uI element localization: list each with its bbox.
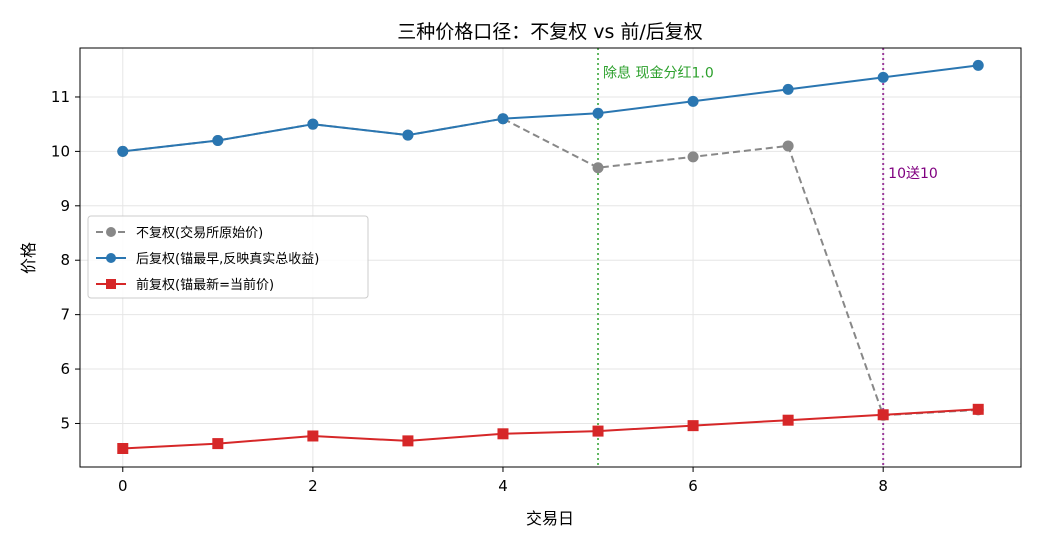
series-2 xyxy=(117,403,984,454)
data-point xyxy=(402,435,414,447)
data-point xyxy=(782,83,794,95)
x-tick-label: 8 xyxy=(878,477,888,495)
data-point xyxy=(117,145,129,157)
data-point xyxy=(687,151,699,163)
legend-label: 后复权(锚最早,反映真实总收益) xyxy=(136,251,319,267)
data-point xyxy=(592,107,604,119)
data-point xyxy=(307,430,319,442)
y-tick-label: 5 xyxy=(60,414,70,432)
series-layer xyxy=(117,59,984,454)
legend-marker xyxy=(106,227,116,237)
data-point xyxy=(212,135,224,147)
y-axis-label: 价格 xyxy=(19,242,38,274)
series-1 xyxy=(117,59,984,157)
y-tick-label: 9 xyxy=(60,197,70,215)
legend-marker xyxy=(106,279,116,289)
y-tick-label: 8 xyxy=(60,251,70,269)
annotation-texts: 除息 现金分红1.0 10送10 xyxy=(603,64,938,182)
y-tick-label: 6 xyxy=(60,360,70,378)
annotation-lines xyxy=(597,48,885,467)
axis-ticks: 0 2 4 6 8 5 6 7 8 9 10 11 xyxy=(51,88,888,495)
data-point xyxy=(117,442,129,454)
data-point xyxy=(877,409,889,421)
x-tick-label: 2 xyxy=(308,477,318,495)
data-point xyxy=(402,129,414,141)
data-point xyxy=(497,428,509,440)
grid xyxy=(80,48,1021,467)
x-tick-label: 6 xyxy=(688,477,698,495)
data-point xyxy=(972,59,984,71)
x-tick-label: 0 xyxy=(118,477,128,495)
legend-label: 不复权(交易所原始价) xyxy=(136,225,263,241)
data-point xyxy=(497,113,509,125)
legend-item: 前复权(锚最新=当前价) xyxy=(96,277,274,293)
data-point xyxy=(687,95,699,107)
series-line xyxy=(122,64,979,153)
data-point xyxy=(782,414,794,426)
legend-marker xyxy=(106,253,116,263)
data-point xyxy=(592,425,604,437)
x-tick-label: 4 xyxy=(498,477,508,495)
legend-box xyxy=(87,215,369,299)
chart-title: 三种价格口径：不复权 vs 前/后复权 xyxy=(397,21,703,43)
series-line xyxy=(122,408,979,450)
legend-item: 不复权(交易所原始价) xyxy=(96,225,263,241)
data-point xyxy=(687,420,699,432)
annotation-label: 除息 现金分红1.0 xyxy=(603,64,714,81)
y-tick-label: 10 xyxy=(51,142,70,160)
legend-item: 后复权(锚最早,反映真实总收益) xyxy=(96,251,319,267)
legend: 不复权(交易所原始价) 后复权(锚最早,反映真实总收益) 前复权(锚最新=当前价) xyxy=(87,215,369,299)
data-point xyxy=(307,118,319,130)
data-point xyxy=(782,140,794,152)
legend-label: 前复权(锚最新=当前价) xyxy=(136,277,274,293)
data-point xyxy=(212,438,224,450)
y-tick-label: 11 xyxy=(51,88,70,106)
data-point xyxy=(592,162,604,174)
y-tick-label: 7 xyxy=(60,306,70,324)
annotation-label: 10送10 xyxy=(888,166,938,182)
data-point xyxy=(972,403,984,415)
x-axis-label: 交易日 xyxy=(526,509,574,528)
plot-frame xyxy=(79,47,1022,468)
data-point xyxy=(877,71,889,83)
